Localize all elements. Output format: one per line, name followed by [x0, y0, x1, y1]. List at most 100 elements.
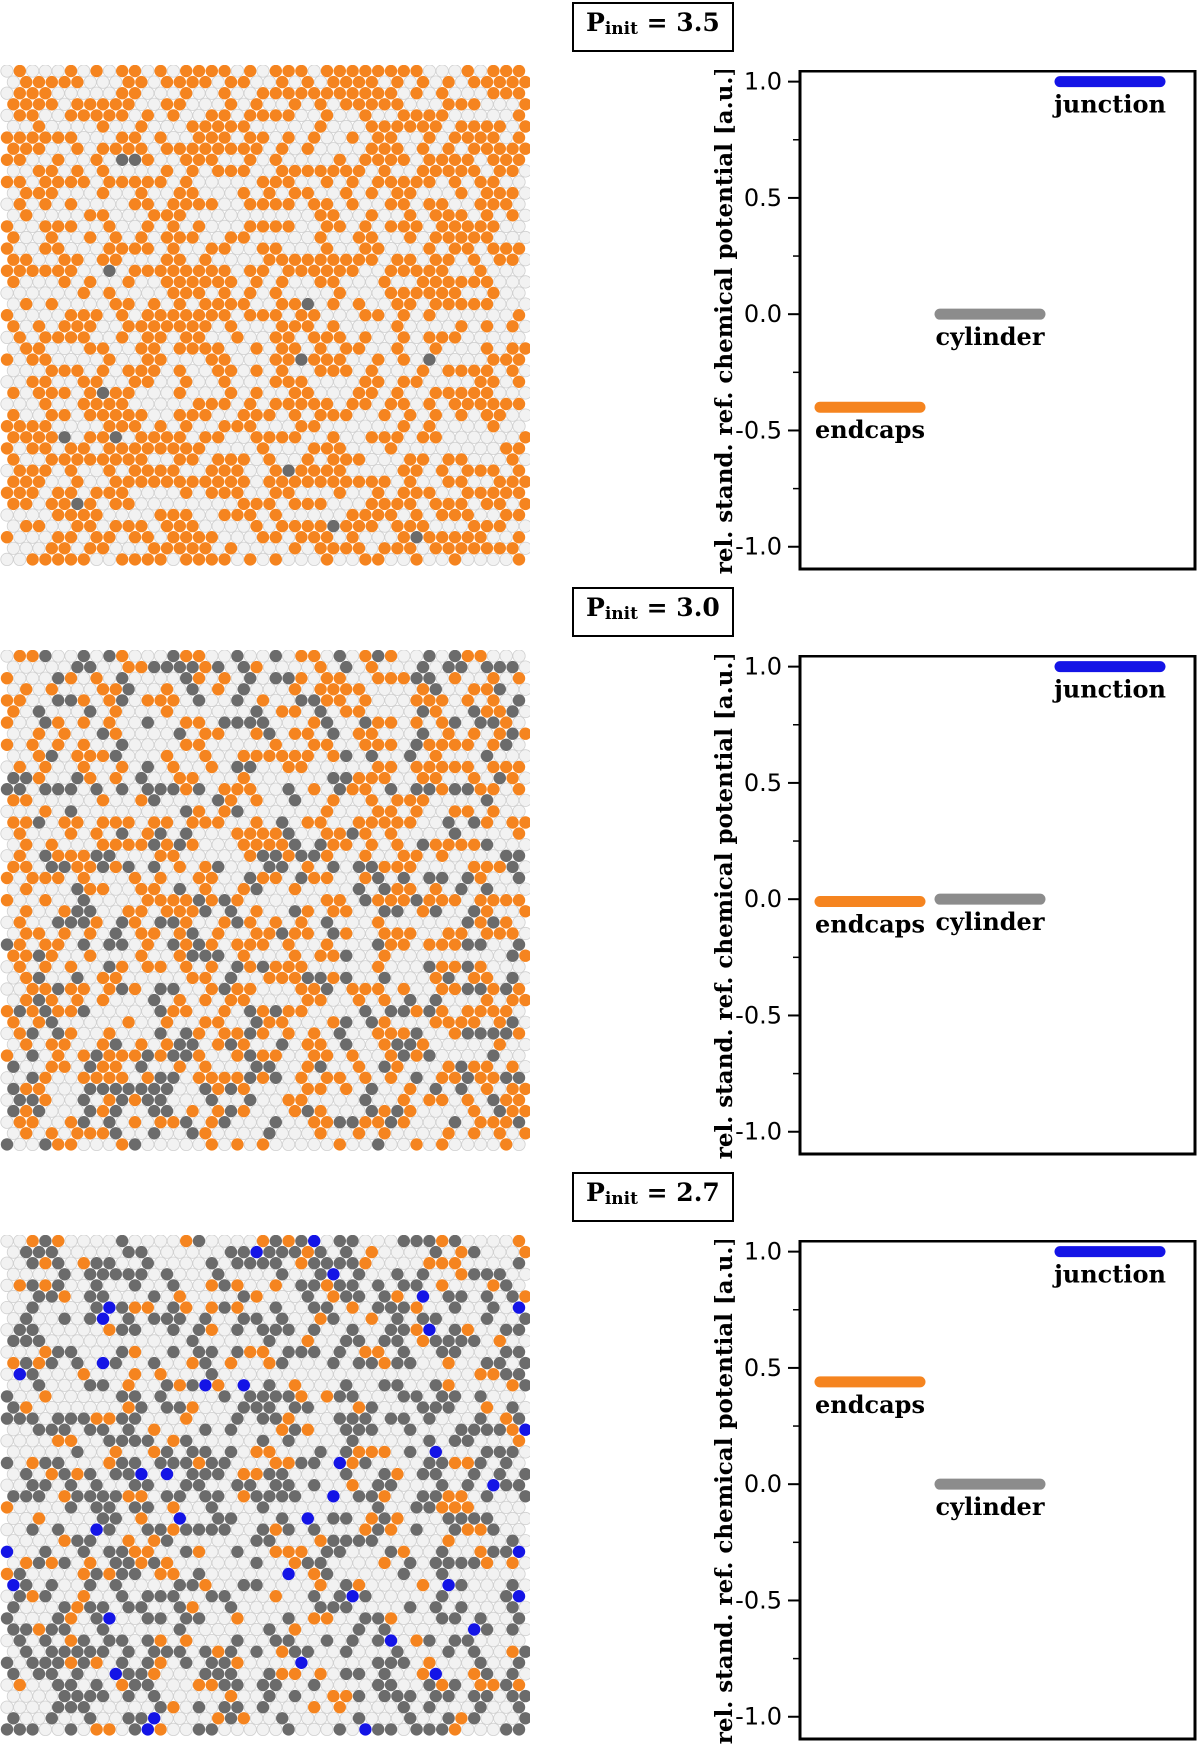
empty-site: [441, 749, 456, 763]
empty-site: [275, 660, 289, 674]
endcap-site: [410, 264, 423, 277]
endcap-site: [397, 982, 410, 996]
endcap-site: [512, 375, 526, 388]
endcap-site: [224, 275, 238, 289]
cylinder-site: [493, 1268, 506, 1281]
empty-site: [147, 408, 161, 422]
empty-site: [409, 1478, 424, 1492]
cylinder-site: [256, 960, 270, 973]
endcap-site: [231, 1301, 244, 1314]
empty-site: [166, 738, 180, 752]
endcap-site: [224, 364, 238, 377]
empty-site: [454, 860, 468, 874]
cylinder-site: [122, 1268, 135, 1281]
endcap-site: [404, 794, 417, 807]
endcap-site: [487, 760, 500, 774]
empty-site: [467, 749, 481, 763]
empty-site: [281, 242, 296, 256]
empty-site: [250, 1511, 264, 1526]
empty-site: [218, 1500, 232, 1514]
empty-site: [384, 1345, 398, 1359]
empty-site: [377, 186, 392, 200]
endcap-site: [256, 309, 270, 322]
endcap-site: [448, 331, 462, 344]
endcap-site: [58, 727, 71, 740]
endcap-site: [506, 1082, 519, 1096]
endcap-site: [506, 993, 519, 1007]
empty-site: [473, 849, 488, 863]
endcap-site: [199, 75, 212, 89]
endcap-site: [506, 364, 519, 377]
empty-site: [480, 430, 494, 444]
empty-site: [429, 926, 443, 941]
cylinder-site: [256, 1523, 270, 1536]
empty-site: [51, 441, 65, 455]
endcap-site: [519, 142, 530, 155]
empty-site: [0, 197, 14, 211]
empty-site: [358, 671, 372, 685]
title-sub: init: [604, 19, 638, 39]
endcap-site: [160, 142, 174, 155]
empty-site: [205, 738, 219, 752]
cylinder-site: [410, 1235, 423, 1248]
cylinder-site: [45, 1245, 58, 1259]
endcap-site: [346, 783, 359, 796]
cylinder-site: [480, 882, 494, 896]
endcap-site: [352, 253, 366, 266]
endcap-site: [250, 749, 263, 763]
empty-site: [173, 1423, 187, 1437]
endcap-site: [384, 738, 398, 751]
endcap-site: [84, 231, 97, 244]
endcap-site: [506, 186, 519, 200]
endcap-site: [90, 65, 103, 78]
endcap-site: [340, 75, 353, 89]
endcap-site: [205, 938, 218, 951]
empty-site: [365, 341, 379, 356]
endcap-site: [7, 231, 20, 244]
endcap-site: [0, 309, 14, 322]
endcap-site: [314, 683, 327, 696]
endcap-site: [397, 1027, 410, 1040]
empty-site: [51, 1478, 65, 1492]
empty-site: [0, 849, 14, 863]
empty-site: [141, 915, 155, 929]
endcap-site: [180, 716, 193, 729]
empty-site: [128, 1026, 142, 1040]
endcap-site: [487, 175, 500, 189]
cylinder-site: [461, 1027, 474, 1040]
cylinder-site: [276, 1356, 289, 1370]
cylinder-site: [0, 1390, 14, 1403]
endcap-site: [0, 131, 14, 144]
empty-site: [339, 1400, 353, 1415]
empty-site: [83, 475, 97, 489]
cylinder-site: [250, 705, 263, 718]
empty-site: [288, 660, 302, 674]
empty-site: [256, 893, 270, 907]
empty-site: [0, 1367, 14, 1381]
cylinder-site: [359, 1093, 372, 1107]
endcap-site: [500, 353, 513, 366]
empty-site: [493, 949, 507, 963]
empty-site: [384, 1389, 398, 1403]
endcap-site: [20, 519, 33, 533]
endcap-site: [378, 771, 391, 785]
endcap-site: [423, 331, 436, 344]
empty-site: [262, 297, 276, 311]
empty-site: [333, 530, 347, 544]
empty-site: [154, 1278, 168, 1293]
endcap-site: [32, 120, 46, 133]
cylinder-site: [308, 1279, 321, 1292]
endcap-site: [282, 331, 295, 344]
endcap-site: [500, 486, 513, 499]
empty-site: [32, 408, 46, 422]
empty-site: [38, 738, 53, 752]
cylinder-site: [429, 1334, 442, 1348]
empty-site: [13, 893, 27, 907]
empty-site: [122, 749, 136, 763]
empty-site: [250, 771, 264, 785]
empty-site: [218, 1478, 232, 1492]
endcap-site: [160, 231, 174, 244]
cylinder-site: [205, 1501, 218, 1514]
cylinder-site: [384, 1545, 398, 1558]
empty-site: [38, 1522, 53, 1537]
